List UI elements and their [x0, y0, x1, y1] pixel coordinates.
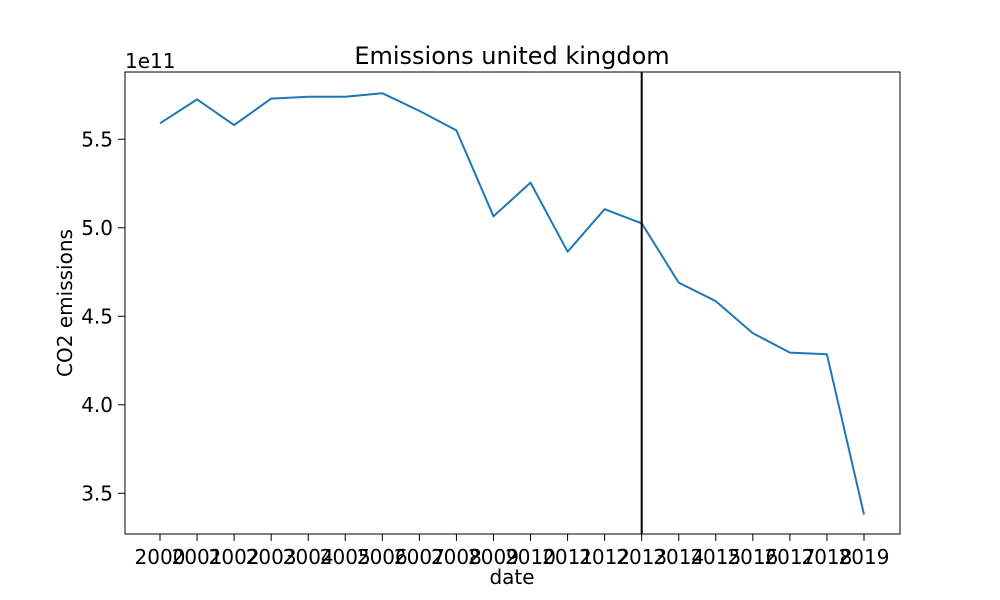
x-tick-label: 2007 — [394, 545, 445, 569]
x-tick-label: 2009 — [468, 545, 519, 569]
x-tick-label: 2000 — [135, 545, 186, 569]
x-tick-label: 2006 — [357, 545, 408, 569]
x-tick-label: 2010 — [505, 545, 556, 569]
y-tick-label: 3.5 — [81, 481, 113, 505]
x-tick-label: 2008 — [431, 545, 482, 569]
chart-title: Emissions united kingdom — [354, 42, 669, 70]
x-tick-label: 2014 — [653, 545, 704, 569]
y-tick-label: 4.5 — [81, 304, 113, 328]
series-line-0 — [159, 92, 865, 515]
y-tick-label: 4.0 — [81, 393, 113, 417]
x-tick-label: 2004 — [283, 545, 334, 569]
plot-frame — [124, 71, 901, 535]
y-axis-title: CO2 emissions — [53, 229, 77, 377]
x-tick-label: 2002 — [209, 545, 260, 569]
x-tick-label: 2003 — [246, 545, 297, 569]
x-tick-label: 2013 — [616, 545, 667, 569]
x-axis-title: date — [489, 565, 534, 589]
y-tick-label: 5.5 — [81, 127, 113, 151]
y-tick-label: 5.0 — [81, 216, 113, 240]
x-tick-label: 2019 — [839, 545, 890, 569]
plot-area — [159, 72, 865, 534]
x-tick-label: 2018 — [801, 545, 852, 569]
y-axis-offset-label: 1e11 — [125, 49, 175, 73]
x-tick-label: 2005 — [320, 545, 371, 569]
x-tick-label: 2016 — [727, 545, 778, 569]
x-tick-label: 2001 — [172, 545, 223, 569]
x-tick-label: 2011 — [542, 545, 593, 569]
x-tick-label: 2017 — [764, 545, 815, 569]
x-tick-label: 2015 — [690, 545, 741, 569]
x-tick-label: 2012 — [579, 545, 630, 569]
